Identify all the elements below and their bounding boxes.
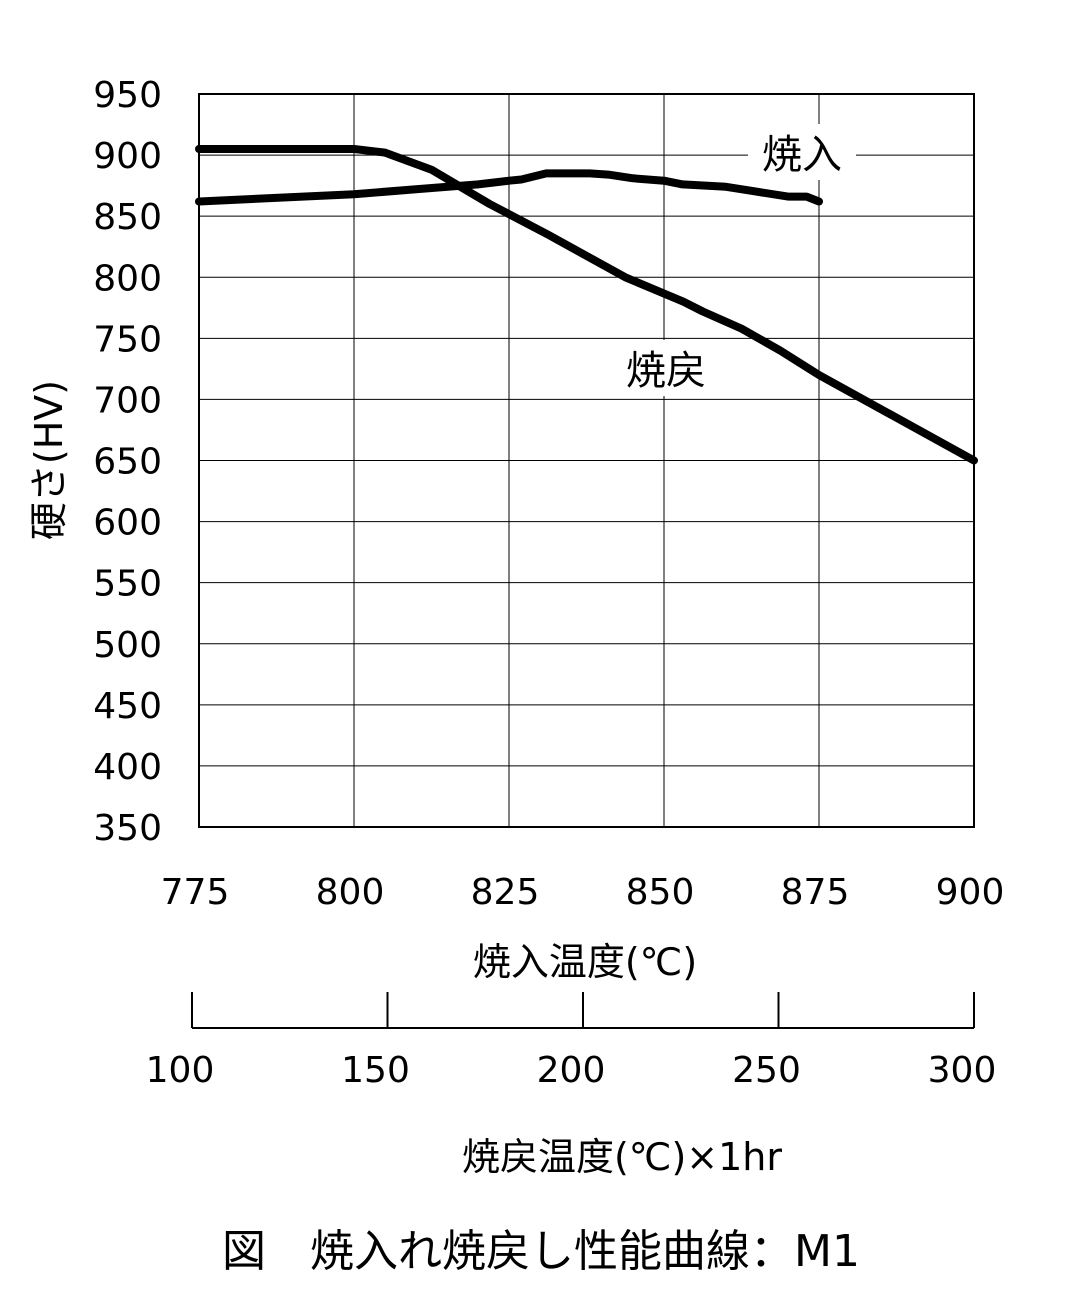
series-annotations: 焼入 焼戻 <box>618 124 856 396</box>
y-tick-label: 550 <box>93 564 162 605</box>
y-tick-label: 750 <box>93 319 162 360</box>
y-tick-label: 850 <box>93 197 162 238</box>
secondary-x-axis-title: 焼戻温度(℃)×1hr <box>462 1135 782 1179</box>
y-tick-label: 400 <box>93 747 162 788</box>
y-tick-label: 600 <box>93 503 162 544</box>
secondary-x-tick-label: 300 <box>928 1050 997 1091</box>
figure-caption: 図 焼入れ焼戻し性能曲線：M1 <box>222 1226 860 1277</box>
x-tick-label: 825 <box>471 872 540 913</box>
y-axis-title: 硬さ(HV) <box>27 380 71 540</box>
y-tick-label: 700 <box>93 380 162 421</box>
series-line <box>195 145 978 465</box>
x-tick-labels: 775 800 825 850 875 900 <box>161 872 1005 913</box>
x-tick-label: 775 <box>161 872 230 913</box>
y-tick-label: 450 <box>93 686 162 727</box>
x-tick-label: 800 <box>316 872 385 913</box>
secondary-x-tick-label: 150 <box>341 1050 410 1091</box>
y-tick-label: 650 <box>93 442 162 483</box>
secondary-x-axis: 100 150 200 250 300 <box>146 992 997 1091</box>
y-tick-label: 950 <box>93 75 162 116</box>
annotation-background <box>618 340 716 396</box>
secondary-x-tick-label: 250 <box>732 1050 801 1091</box>
x-tick-label: 900 <box>936 872 1005 913</box>
annotation-background <box>748 124 856 180</box>
x-axis-title: 焼入温度(℃) <box>473 940 697 984</box>
x-tick-label: 850 <box>626 872 695 913</box>
y-tick-label: 900 <box>93 136 162 177</box>
y-tick-label: 350 <box>93 808 162 849</box>
grid <box>198 93 975 828</box>
annotation-quench: 焼入 <box>762 132 842 178</box>
secondary-x-tick-label: 200 <box>537 1050 606 1091</box>
x-tick-label: 875 <box>781 872 850 913</box>
series-lines <box>195 145 978 465</box>
y-tick-label: 500 <box>93 625 162 666</box>
annotation-temper: 焼戻 <box>626 348 706 394</box>
secondary-x-tick-label: 100 <box>146 1050 215 1091</box>
y-tick-labels: 950 900 850 800 750 700 650 600 550 500 450 400 350 <box>93 75 162 849</box>
y-tick-label: 800 <box>93 258 162 299</box>
